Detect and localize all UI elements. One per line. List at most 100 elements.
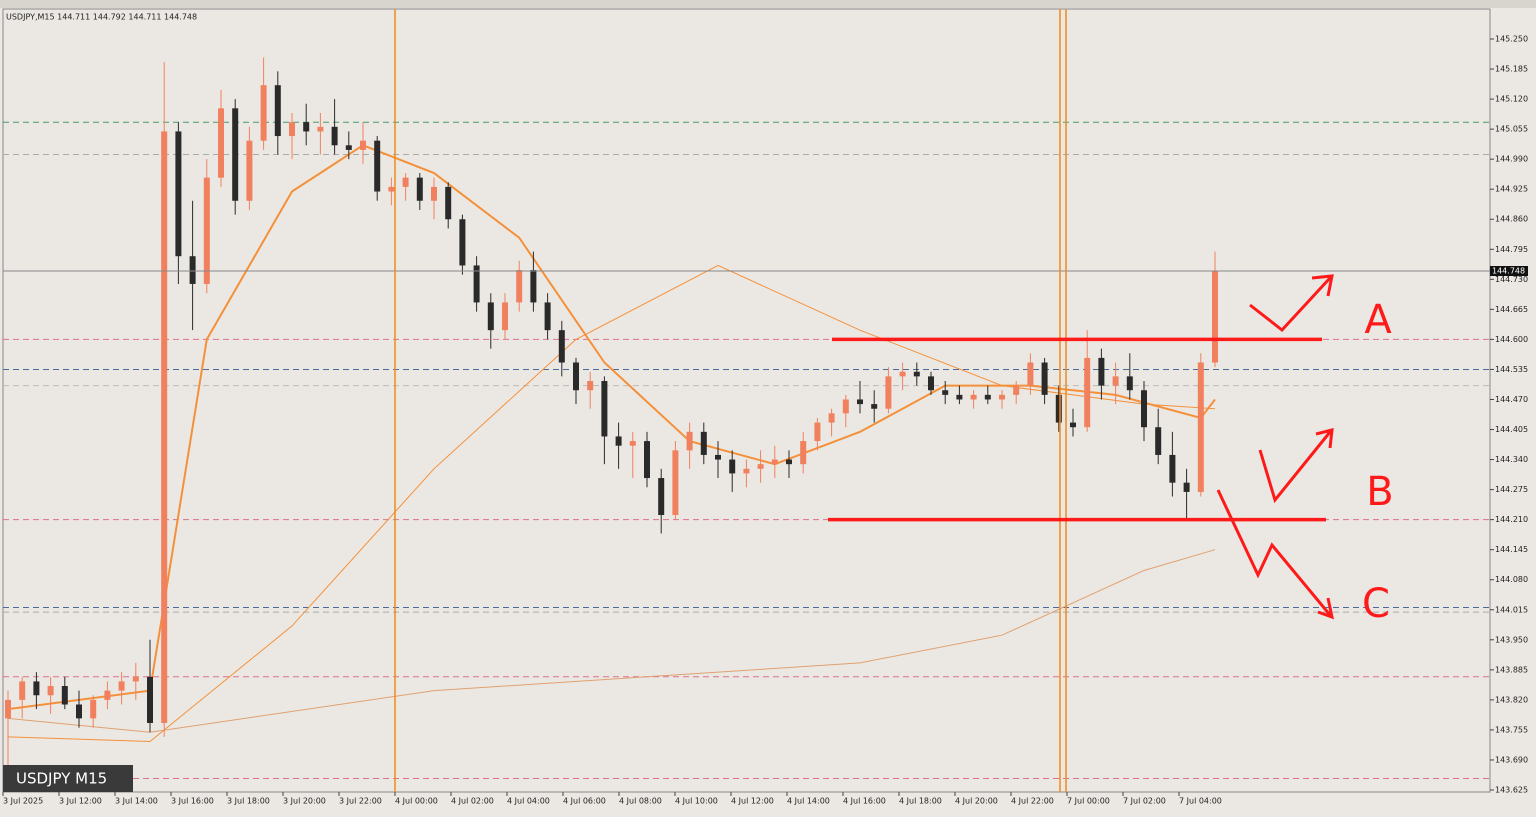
candle-body (530, 270, 537, 303)
candle-body (1197, 362, 1204, 492)
candle-body (1112, 376, 1119, 386)
candle-body (104, 690, 111, 700)
candle-body (956, 394, 963, 400)
candle-body (1141, 390, 1147, 428)
candle-body (388, 186, 395, 192)
y-tick-label: 143.885 (1495, 665, 1528, 674)
x-tick-label: 3 Jul 2025 (3, 797, 43, 806)
x-tick-label: 4 Jul 22:00 (1011, 797, 1054, 806)
y-tick-label: 145.185 (1495, 65, 1528, 74)
y-tick-label: 144.925 (1495, 185, 1528, 194)
x-tick-label: 4 Jul 06:00 (563, 797, 606, 806)
price-tag-label: 144.748 (1492, 267, 1525, 276)
candle-body (345, 145, 352, 150)
candle-body (132, 676, 139, 682)
candle-body (33, 681, 40, 696)
candle-body (76, 704, 82, 719)
x-tick-label: 3 Jul 18:00 (227, 797, 270, 806)
candle-body (601, 380, 608, 437)
x-tick-label: 4 Jul 14:00 (787, 797, 830, 806)
candle-body (487, 302, 494, 331)
candle-body (360, 140, 366, 150)
arrow-down (1216, 489, 1335, 620)
y-tick-label: 144.015 (1495, 605, 1528, 614)
candle-body (473, 265, 480, 303)
candle-body (658, 478, 665, 516)
candle-body (274, 85, 281, 137)
candle-body (19, 681, 26, 700)
candle-body (374, 140, 381, 192)
candle-body (1126, 376, 1133, 391)
y-tick-label: 144.405 (1495, 425, 1528, 434)
arrow-up (1249, 274, 1334, 333)
x-tick-label: 3 Jul 12:00 (59, 797, 102, 806)
moving-average (7, 264, 1216, 742)
x-tick-label: 7 Jul 04:00 (1179, 797, 1222, 806)
y-tick-label: 144.990 (1495, 155, 1528, 164)
x-tick-label: 4 Jul 20:00 (955, 797, 998, 806)
y-tick-label: 144.275 (1495, 485, 1528, 494)
candle-body (1183, 482, 1190, 492)
candle-body (786, 459, 792, 465)
candle-body (47, 686, 54, 696)
candle-body (331, 126, 338, 146)
y-tick-label: 144.080 (1495, 575, 1528, 584)
candle-body (757, 464, 764, 469)
candle-body (175, 131, 182, 257)
candle-body (1041, 362, 1048, 395)
candle-body (984, 394, 991, 400)
candle-body (672, 450, 679, 516)
symbol-label: USDJPY M15 (16, 770, 107, 788)
candle-body (743, 468, 750, 474)
x-tick-label: 7 Jul 02:00 (1123, 797, 1166, 806)
y-tick-label: 144.795 (1495, 245, 1528, 254)
candle-body (1169, 454, 1176, 483)
candle-body (260, 85, 267, 141)
candle-body (800, 441, 807, 465)
x-tick-label: 4 Jul 08:00 (619, 797, 662, 806)
candle-body (459, 219, 466, 266)
moving-average (7, 144, 1216, 711)
symbol-box (3, 765, 133, 792)
annotation: C (1362, 581, 1390, 627)
candle-body (842, 399, 849, 414)
candle-body (1070, 422, 1076, 428)
x-tick-label: 3 Jul 16:00 (171, 797, 214, 806)
candle-body (544, 302, 551, 331)
candle-body (828, 413, 835, 423)
arrow-up (1258, 428, 1334, 504)
x-tick-label: 4 Jul 10:00 (675, 797, 718, 806)
header: USDJPY,M15 144.711 144.792 144.711 144.7… (6, 13, 197, 22)
plot-area (2, 8, 1491, 793)
candle-body (700, 431, 707, 455)
y-tick-label: 144.730 (1495, 275, 1528, 284)
candle-body (516, 270, 523, 303)
y-tick-label: 144.860 (1495, 215, 1528, 224)
candle-body (857, 399, 863, 405)
candle-body (502, 302, 508, 331)
y-tick-label: 143.820 (1495, 695, 1528, 704)
candle-body (1084, 357, 1091, 428)
candle-body (573, 362, 579, 391)
moving-average (7, 549, 1216, 733)
candle-body (885, 376, 892, 409)
candle-body (1098, 357, 1105, 386)
candle-body (189, 256, 196, 284)
y-tick-label: 144.535 (1495, 365, 1528, 374)
candle-body (629, 441, 636, 446)
toolbar (0, 0, 1536, 8)
x-tick-label: 3 Jul 22:00 (339, 797, 382, 806)
y-tick-label: 143.625 (1495, 786, 1528, 795)
candle-body (402, 177, 409, 187)
candle-body (942, 390, 949, 395)
y-tick-label: 143.690 (1495, 755, 1528, 764)
candle-body (445, 186, 452, 220)
candle-body (587, 380, 594, 391)
candle-body (161, 131, 168, 723)
y-tick-label: 144.600 (1495, 335, 1528, 344)
x-tick-label: 4 Jul 02:00 (451, 797, 494, 806)
y-tick-label: 143.950 (1495, 635, 1528, 644)
candle-body (871, 404, 878, 409)
candle-body (1155, 427, 1162, 455)
